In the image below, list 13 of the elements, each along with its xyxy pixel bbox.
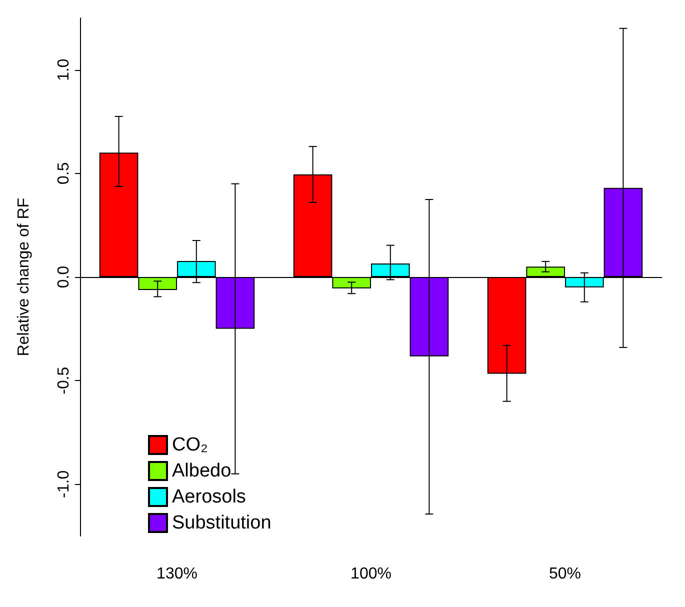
y-axis-title: Relative change of RF bbox=[16, 198, 32, 356]
legend-label: Aerosols bbox=[172, 486, 246, 508]
y-tick-label: -1.0 bbox=[56, 470, 72, 498]
legend-label: Substitution bbox=[172, 512, 272, 534]
y-tick-label: 0.0 bbox=[56, 266, 72, 288]
x-tick-label: 50% bbox=[548, 566, 582, 582]
y-tick-label: 0.5 bbox=[56, 162, 72, 185]
legend-label: CO₂ bbox=[172, 434, 208, 456]
legend-label: Albedo bbox=[172, 460, 232, 482]
y-tick-label: -0.5 bbox=[56, 366, 72, 394]
y-tick-label: 1.0 bbox=[56, 58, 72, 81]
x-tick-label: 100% bbox=[350, 566, 392, 582]
x-tick-label: 130% bbox=[156, 566, 198, 582]
